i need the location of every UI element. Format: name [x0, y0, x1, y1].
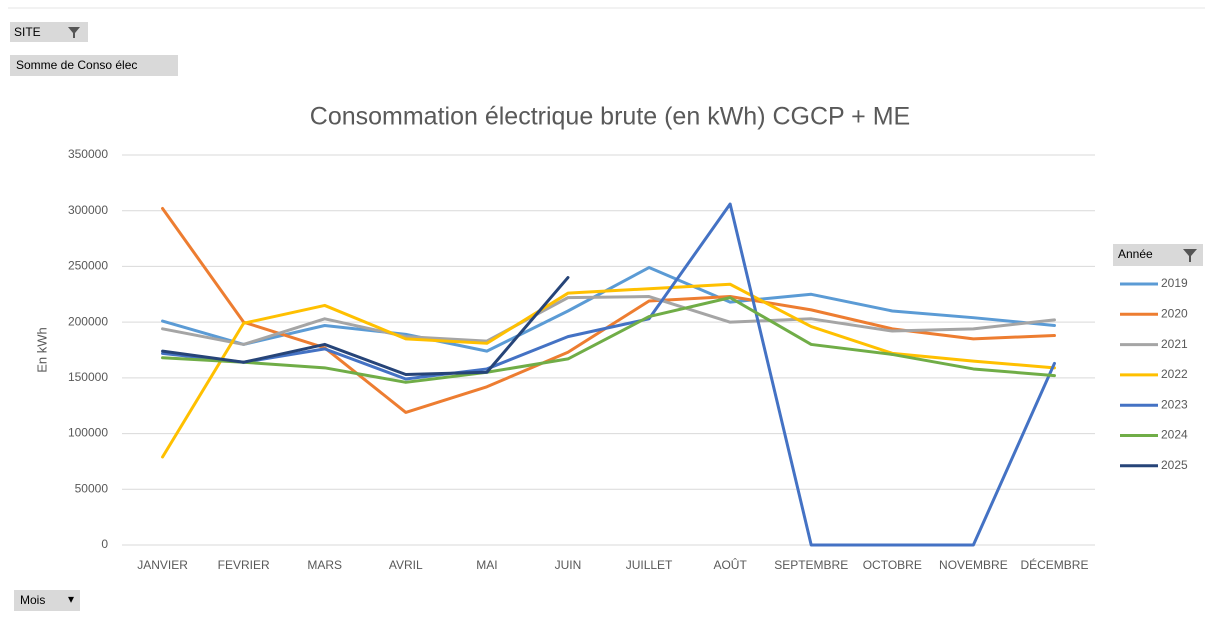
x-tick-label: NOVEMBRE	[939, 558, 1008, 572]
x-tick-label: AVRIL	[389, 558, 423, 572]
legend-label: 2024	[1161, 428, 1188, 442]
row-field: Mois	[20, 593, 45, 607]
legend-label: 2025	[1161, 458, 1188, 472]
x-tick-label: MARS	[307, 558, 342, 572]
y-tick-label: 250000	[68, 259, 108, 273]
series-line	[161, 276, 570, 377]
series-line	[161, 296, 1056, 384]
chart-title: Consommation électrique brute (en kWh) C…	[310, 103, 910, 131]
filter-icon	[68, 27, 80, 38]
series-line	[161, 295, 1056, 346]
x-tick-label: MAI	[476, 558, 497, 572]
value-field: Somme de Conso élec	[16, 58, 137, 72]
x-tick-label: SEPTEMBRE	[774, 558, 848, 572]
site-filter-button[interactable]: SITE	[10, 22, 88, 42]
dropdown-icon: ▾	[68, 592, 74, 606]
filter-field: SITE	[14, 25, 41, 39]
button-bg	[1113, 244, 1203, 266]
y-tick-label: 50000	[75, 481, 109, 495]
x-tick-label: OCTOBRE	[863, 558, 922, 572]
button-bg	[14, 590, 80, 611]
legend-title: Année	[1118, 247, 1153, 261]
y-tick-label: 200000	[68, 314, 108, 328]
y-tick-label: 350000	[68, 147, 108, 161]
x-tick-label: FEVRIER	[218, 558, 270, 572]
button-bg	[10, 55, 178, 76]
legend-title-button[interactable]: Année	[1113, 244, 1203, 266]
y-tick-label: 100000	[68, 426, 108, 440]
x-tick-label: DÉCEMBRE	[1020, 557, 1088, 572]
x-tick-label: AOÛT	[713, 557, 747, 572]
row-field-button[interactable]: Mois ▾	[14, 590, 80, 611]
legend-label: 2022	[1161, 367, 1188, 381]
legend-label: 2019	[1161, 276, 1188, 290]
filter-icon	[1183, 249, 1197, 262]
series-line	[161, 202, 1056, 547]
legend-label: 2023	[1161, 397, 1188, 411]
legend-label: 2020	[1161, 306, 1188, 320]
x-tick-label: JUILLET	[626, 558, 673, 572]
value-field-button[interactable]: Somme de Conso élec	[10, 55, 178, 76]
y-tick-label: 0	[101, 537, 108, 551]
x-tick-label: JANVIER	[137, 558, 188, 572]
legend-label: 2021	[1161, 337, 1188, 351]
x-tick-label: JUIN	[555, 558, 582, 572]
series-line	[161, 266, 1056, 353]
series-line	[161, 282, 1056, 459]
y-tick-label: 300000	[68, 203, 108, 217]
y-tick-label: 150000	[68, 370, 108, 384]
y-axis-label: En kWh	[34, 327, 49, 373]
